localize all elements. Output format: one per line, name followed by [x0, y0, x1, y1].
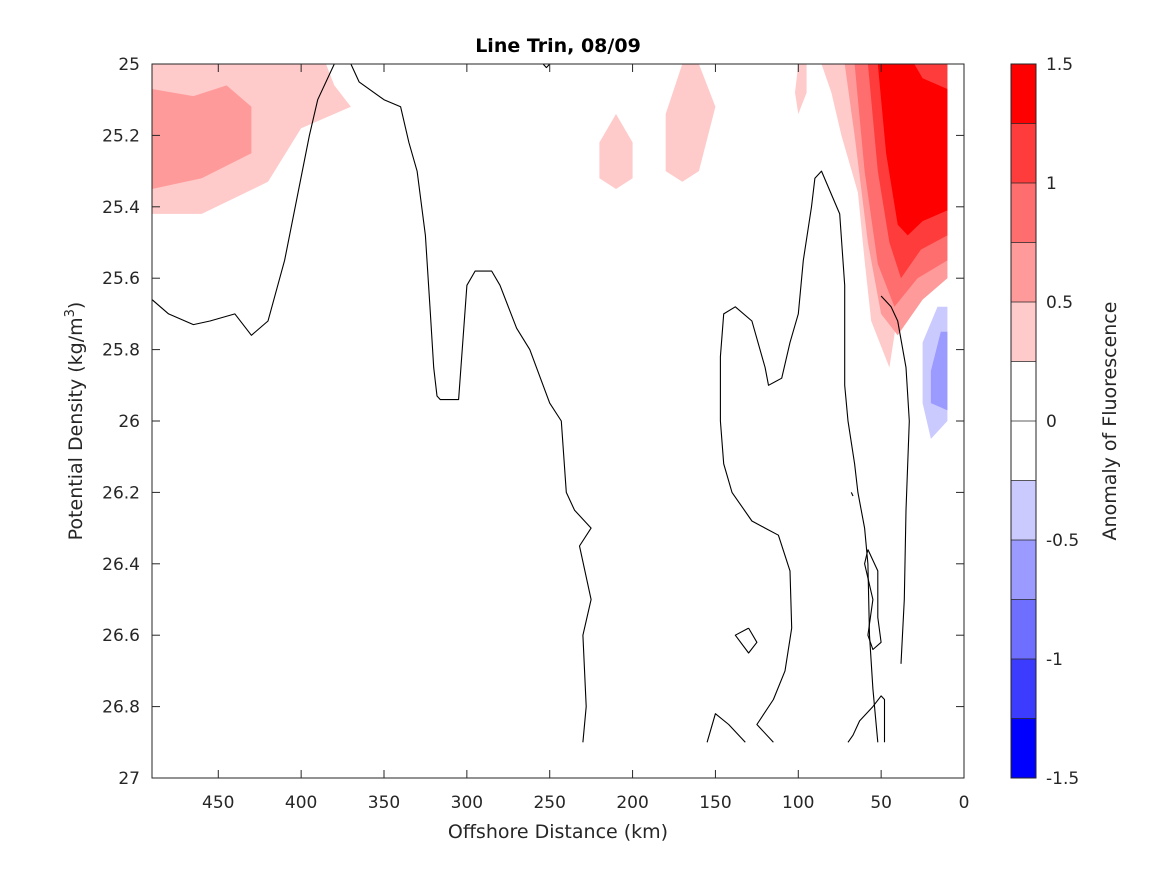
y-tick-label-26.6: 26.6: [102, 626, 140, 646]
y-tick-label-25: 25: [118, 55, 140, 75]
colorbar-swatch-1: [1011, 123, 1036, 183]
fluorescence-region-9: [877, 64, 948, 236]
plot-background: [152, 64, 964, 778]
colorbar-swatch-11: [1011, 718, 1036, 778]
zero-contour-line-4: [847, 695, 886, 743]
colorbar-tick-label--1: -1: [1046, 650, 1063, 670]
colorbar-swatch-3: [1011, 242, 1036, 302]
y-axis-label: Potential Density (kg/m3): [63, 302, 87, 541]
x-tick-label-100: 100: [782, 793, 814, 813]
colorbar-label: Anomaly of Fluorescence: [1099, 302, 1121, 541]
colorbar-tick-label-0: 0: [1046, 412, 1057, 432]
zero-contour-line-2: [734, 627, 758, 654]
y-axis-label-main: Potential Density (kg/m: [65, 317, 87, 540]
y-axis-label-close: ): [65, 302, 87, 309]
colorbar: 1.5 1 0.5 0 -0.5 -1 -1.5: [1010, 55, 1079, 789]
x-tick-label-200: 200: [616, 793, 648, 813]
x-tick-label-450: 450: [202, 793, 234, 813]
colorbar-swatch-8: [1011, 540, 1036, 600]
zero-contour-line-6: [880, 295, 910, 664]
colorbar-swatch-4: [1011, 302, 1036, 362]
zero-contour-line-0: [152, 64, 592, 743]
plot-area: [152, 64, 964, 778]
fluorescence-region-1: [152, 85, 252, 189]
x-tick-label-150: 150: [699, 793, 731, 813]
colorbar-tick-label-1.5: 1.5: [1046, 55, 1073, 75]
zero-contour-line-3: [719, 170, 879, 743]
x-tick-label-300: 300: [451, 793, 483, 813]
fluorescence-region-3: [665, 64, 716, 182]
zero-contour-line-1: [706, 713, 746, 743]
fluorescence-region-2: [599, 114, 633, 189]
fluorescence-region-4: [795, 64, 807, 114]
zero-contour-line-7: [542, 64, 567, 69]
y-tick-label-27: 27: [118, 769, 140, 789]
x-tick-label-0: 0: [959, 793, 970, 813]
zero-contour-line-5: [864, 549, 882, 651]
colorbar-swatch-10: [1011, 659, 1036, 719]
x-axis-label: Offshore Distance (km): [448, 821, 668, 843]
y-tick-label-25.8: 25.8: [102, 341, 140, 361]
y-tick-label-25.4: 25.4: [102, 198, 140, 218]
filled-contour-regions: [152, 64, 948, 439]
y-tick-label-26: 26: [118, 412, 140, 432]
y-axis-ticks: 25 25.2 25.4 25.6 25.8 26 26.2 26.4 26.6 26.8 27: [102, 55, 964, 789]
colorbar-swatch-6: [1011, 421, 1036, 481]
colorbar-swatch-5: [1011, 361, 1036, 421]
x-tick-label-400: 400: [285, 793, 317, 813]
colorbar-tick-label--1.5: -1.5: [1046, 769, 1079, 789]
colorbar-swatch-0: [1011, 64, 1036, 124]
x-tick-label-350: 350: [368, 793, 400, 813]
fluorescence-region-11: [930, 331, 948, 411]
y-axis-label-superscript: 3: [63, 309, 78, 317]
colorbar-swatch-9: [1011, 599, 1036, 659]
colorbar-tick-label-0.5: 0.5: [1046, 293, 1073, 313]
x-axis-ticks: 450 400 350 300 250 200 150 100 50 0: [202, 64, 969, 813]
chart-title: Line Trin, 08/09: [475, 35, 641, 57]
y-tick-label-25.2: 25.2: [102, 126, 140, 146]
y-tick-label-26.8: 26.8: [102, 698, 140, 718]
colorbar-swatch-7: [1011, 480, 1036, 540]
colorbar-swatch-2: [1011, 183, 1036, 243]
colorbar-tick-label-1: 1: [1046, 174, 1057, 194]
y-tick-label-26.2: 26.2: [102, 483, 140, 503]
x-tick-label-50: 50: [870, 793, 892, 813]
colorbar-tick-label--0.5: -0.5: [1046, 531, 1079, 551]
zero-contour-line-8: [850, 492, 854, 497]
zero-contour-lines: [152, 64, 910, 743]
x-tick-label-250: 250: [533, 793, 565, 813]
y-tick-label-26.4: 26.4: [102, 555, 140, 575]
y-tick-label-25.6: 25.6: [102, 269, 140, 289]
